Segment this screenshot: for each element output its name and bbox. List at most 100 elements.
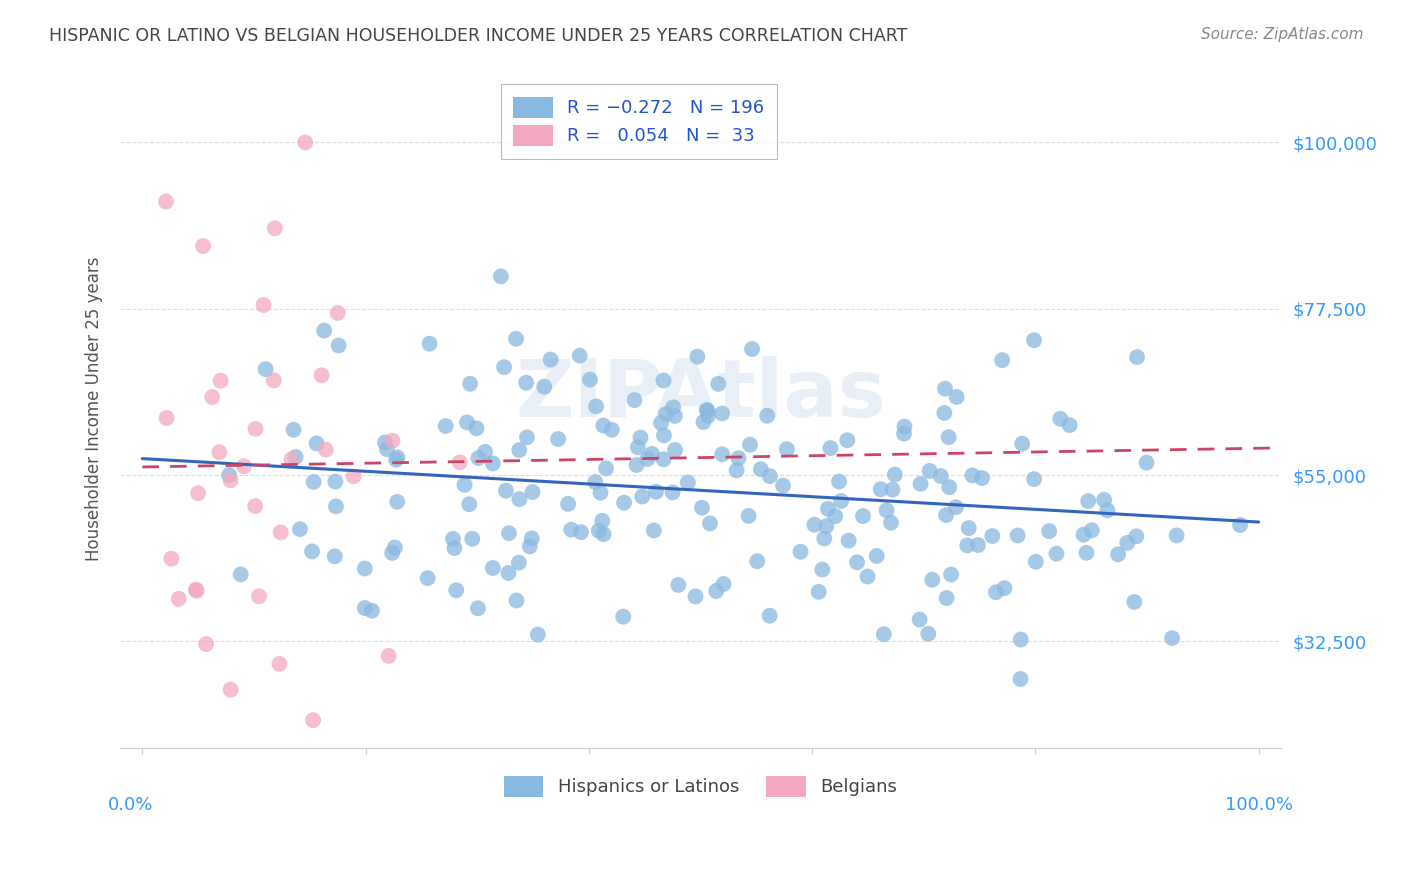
Point (288, 522, 311, 536)
Text: 100.0%: 100.0% (1225, 796, 1292, 814)
Point (1161, 631, 1184, 645)
Point (416, 571, 439, 585)
Point (641, 447, 664, 461)
Point (945, 500, 967, 515)
Point (741, 342, 763, 356)
Point (1011, 436, 1033, 450)
Point (187, 486, 209, 500)
Point (893, 419, 915, 434)
Point (807, 584, 830, 599)
Point (759, 469, 782, 483)
Point (328, 338, 350, 352)
Point (939, 567, 962, 582)
Point (585, 400, 607, 414)
Point (776, 442, 799, 457)
Point (201, 390, 224, 404)
Point (655, 407, 678, 421)
Point (664, 409, 686, 423)
Point (311, 368, 333, 383)
Point (696, 403, 718, 417)
Point (283, 423, 305, 437)
Point (342, 469, 364, 483)
Point (155, 411, 177, 425)
Point (387, 450, 409, 465)
Point (591, 514, 613, 528)
Point (738, 438, 761, 452)
Point (1076, 546, 1098, 560)
Point (967, 538, 990, 552)
Point (508, 492, 530, 507)
Point (970, 471, 993, 485)
Point (820, 441, 842, 455)
Point (880, 516, 903, 530)
Point (707, 376, 730, 391)
Point (520, 532, 543, 546)
Point (419, 336, 441, 351)
Point (697, 409, 720, 423)
Point (613, 496, 636, 510)
Point (846, 555, 869, 569)
Point (155, 194, 177, 209)
Point (815, 519, 838, 533)
Point (664, 442, 686, 457)
Point (353, 601, 375, 615)
Point (747, 554, 769, 568)
Point (956, 538, 979, 552)
Point (449, 455, 471, 469)
Point (652, 428, 675, 442)
Point (652, 374, 675, 388)
Point (666, 578, 689, 592)
Point (935, 508, 957, 522)
Point (991, 353, 1014, 368)
Point (1059, 418, 1081, 433)
Point (361, 604, 384, 618)
Point (232, 459, 254, 474)
Point (737, 508, 759, 523)
Point (588, 524, 610, 538)
Point (595, 461, 617, 475)
Point (1123, 595, 1146, 609)
Point (482, 456, 505, 470)
Point (325, 500, 347, 514)
Point (711, 447, 734, 461)
Point (711, 406, 734, 420)
Point (516, 430, 538, 444)
Point (1022, 333, 1045, 347)
Text: Source: ZipAtlas.com: Source: ZipAtlas.com (1201, 27, 1364, 42)
Point (465, 421, 488, 435)
Point (461, 532, 484, 546)
Point (557, 497, 579, 511)
Point (569, 525, 592, 540)
Point (692, 415, 714, 429)
Point (1073, 527, 1095, 541)
Text: ZIPAtlas: ZIPAtlas (515, 356, 886, 434)
Point (869, 483, 891, 497)
Point (579, 373, 602, 387)
Point (381, 434, 404, 448)
Point (589, 485, 612, 500)
Point (1045, 547, 1067, 561)
Point (508, 443, 530, 458)
Point (456, 416, 478, 430)
Point (458, 376, 481, 391)
Point (208, 445, 231, 459)
Point (981, 529, 1004, 543)
Point (1107, 547, 1129, 561)
Point (866, 549, 889, 563)
Point (828, 475, 851, 489)
Point (830, 494, 852, 508)
Point (294, 136, 316, 150)
Point (1049, 411, 1071, 425)
Point (957, 521, 980, 535)
Point (568, 349, 591, 363)
Point (1010, 672, 1032, 686)
Point (441, 532, 464, 546)
Point (247, 589, 270, 603)
Point (938, 430, 960, 444)
Point (685, 590, 707, 604)
Point (184, 582, 207, 597)
Point (592, 527, 614, 541)
Point (1125, 529, 1147, 543)
Point (600, 423, 623, 437)
Point (758, 608, 780, 623)
